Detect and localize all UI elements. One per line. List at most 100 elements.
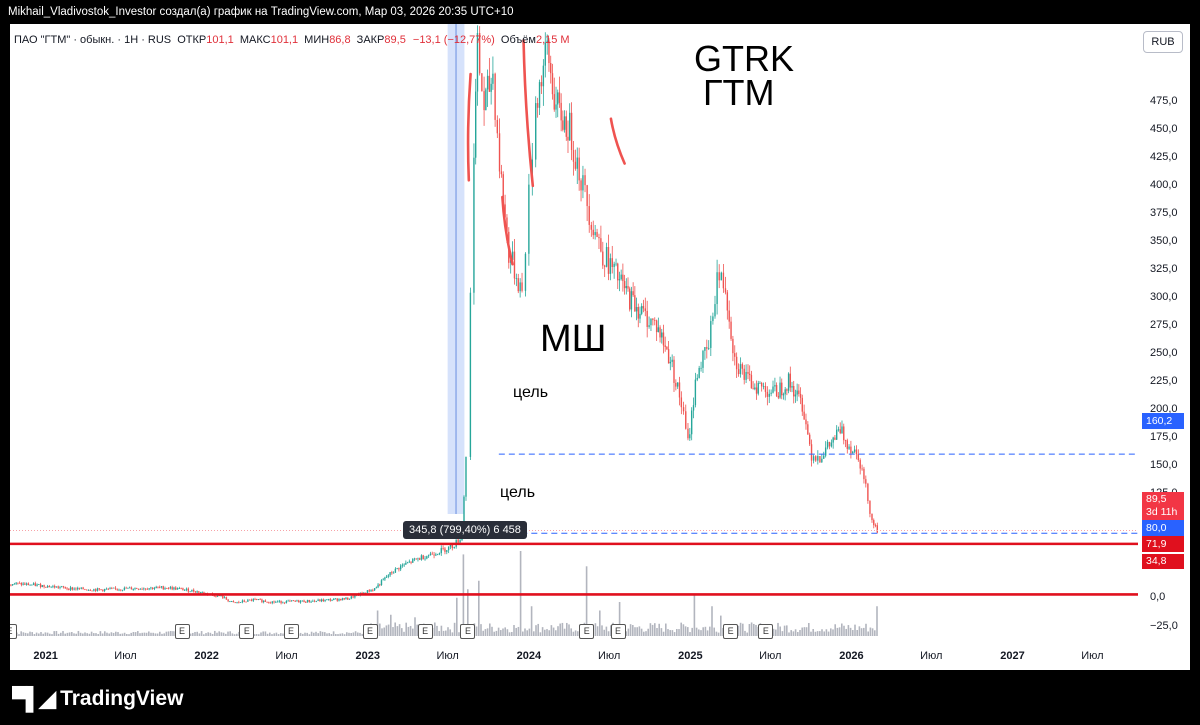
volume-bar [453,622,456,636]
candle-body [247,599,249,602]
candle-body [620,274,622,280]
candle-body [830,442,833,447]
volume-bar [671,630,674,636]
candle-body [34,583,37,586]
earnings-marker-icon[interactable]: E [723,624,739,639]
candle-body [666,346,668,350]
volume-bar [493,631,495,636]
volume-bar [535,625,537,636]
candle-body [62,586,65,588]
price-chart[interactable] [10,24,1190,670]
bar-countdown: 3d 11h [1146,506,1178,518]
volume-bar [801,627,803,636]
candle-body [680,397,683,408]
candle-body [873,520,875,526]
volume-bar [282,633,284,636]
time-tick-label: 2022 [194,650,219,662]
volume-bar [658,623,660,636]
candle-body [215,596,217,597]
candle-body [287,600,289,602]
candle-body [446,550,448,552]
currency-button[interactable]: RUB [1143,31,1183,53]
symbol-name[interactable]: ПАО "ГТМ" · обыкн. · 1H · RUS [14,34,172,46]
chart-frame[interactable]: ПАО "ГТМ" · обыкн. · 1H · RUS ОТКР101,1 … [10,24,1190,670]
candle-body [710,321,712,348]
volume-bar [38,633,40,636]
candle-body [130,587,133,590]
volume-bar [825,629,828,636]
candle-body [782,394,785,396]
candle-body [415,558,417,560]
candle-body [463,496,465,537]
volume-bar [702,627,704,636]
volume-bar [737,625,740,636]
level-160-tag: 160,2 [1142,413,1184,429]
candle-body [535,103,537,160]
volume-bar [656,628,658,636]
candle-body [465,456,467,497]
earnings-marker-icon[interactable]: E [283,624,299,639]
candle-body [173,587,175,590]
earnings-marker-icon[interactable]: E [758,624,774,639]
volume-bar [706,630,709,636]
earnings-marker-icon[interactable]: E [610,624,626,639]
earnings-marker-icon[interactable]: E [460,624,476,639]
candle-body [268,602,270,603]
volume-bar [132,631,135,636]
candle-body [372,589,374,591]
earnings-marker-icon[interactable]: E [362,624,378,639]
candle-body [245,601,247,603]
time-tick-label: 2025 [678,650,703,662]
candle-body [159,587,161,588]
volume-bar [238,631,240,636]
volume-bar [456,597,458,636]
volume-bar [220,632,223,636]
volume-bar [53,631,55,636]
candle-body [803,411,805,420]
candle-body [655,320,658,333]
candle-body [574,161,577,169]
candle-body [673,359,675,383]
volume-bar [106,632,108,636]
candle-body [504,204,506,218]
candle-body [494,73,496,120]
candle-body [728,310,730,322]
volume-bar [486,628,489,636]
candle-body [256,599,258,600]
volume-bar [790,630,792,636]
tradingview-logo[interactable]: ▀▌◢ TradingView [12,686,183,712]
earnings-marker-icon[interactable]: E [174,624,190,639]
volume-bar [231,633,234,636]
candle-body [80,587,83,589]
candle-body [46,585,49,588]
volume-bar [689,632,691,636]
candle-body [787,373,790,391]
candle-body [31,584,33,586]
candle-body [57,586,59,588]
volume-bar [528,628,531,636]
volume-bar [636,627,638,636]
volume-bar [660,628,663,636]
volume-bar [480,624,482,636]
earnings-marker-icon[interactable]: E [579,624,595,639]
candle-body [796,390,798,395]
candle-body [396,568,398,569]
candle-body [615,263,617,265]
volume-bar [676,629,678,636]
volume-bar [310,631,313,636]
earnings-marker-icon[interactable]: E [239,624,255,639]
volume-bar [390,614,392,636]
candle-body [125,587,127,589]
volume-bar [755,624,757,636]
volume-bar [203,634,205,636]
volume-bar [104,631,106,636]
candle-body [187,588,190,592]
earnings-marker-icon[interactable]: E [10,624,17,639]
candle-body [611,258,613,267]
earnings-marker-icon[interactable]: E [417,624,433,639]
candle-body [280,600,282,604]
volume-bar [662,631,665,636]
volume-bar [792,631,795,636]
candle-body [749,373,751,375]
volume-bar [350,633,352,636]
